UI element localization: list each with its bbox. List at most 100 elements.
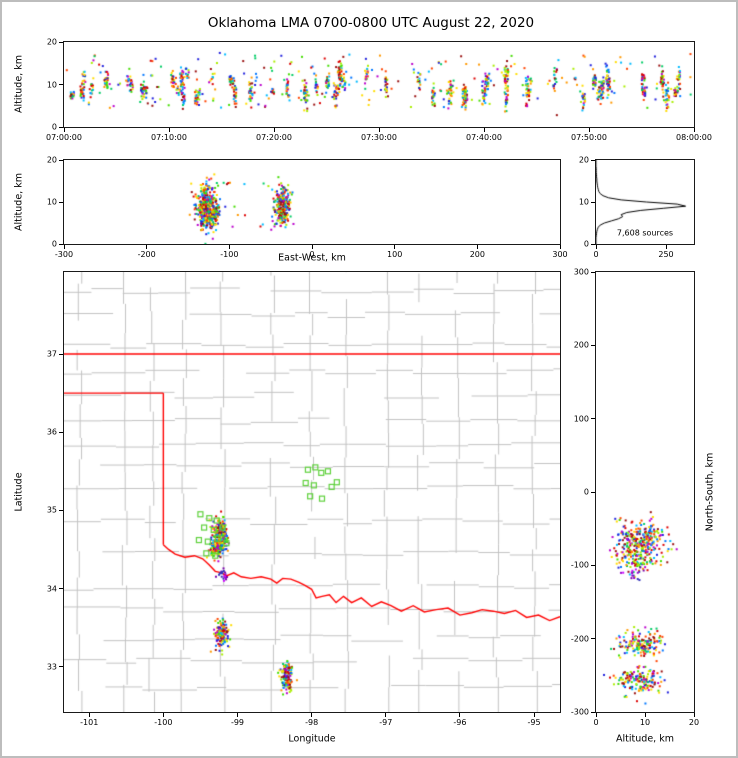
tick-mark [693, 128, 695, 132]
tick-mark [311, 245, 313, 249]
east-west-height-panel [63, 159, 561, 245]
north-south-height-panel [595, 271, 695, 713]
tick-label: 0 [51, 239, 57, 249]
tick-label: -100 [154, 718, 173, 727]
tick-mark [559, 245, 561, 249]
tick-label: 0 [51, 122, 57, 132]
tick-mark [59, 159, 63, 161]
tick-mark [59, 353, 63, 355]
tick-mark [476, 245, 478, 249]
tick-mark [595, 713, 597, 717]
tick-mark [378, 128, 380, 132]
tick-label: 0 [593, 718, 599, 727]
tick-label: 200 [469, 250, 485, 259]
tick-mark [59, 41, 63, 43]
tick-mark [59, 509, 63, 511]
tick-label: 07:50:00 [571, 133, 607, 142]
tick-mark [385, 713, 387, 717]
tick-label: -96 [453, 718, 467, 727]
source-count-label: 7,608 sources [616, 228, 674, 238]
tick-label: 07:00:00 [46, 133, 82, 142]
tick-label: 34 [46, 584, 57, 594]
tick-label: 07:10:00 [151, 133, 187, 142]
tick-label: 20 [688, 718, 700, 727]
tick-mark [591, 418, 595, 420]
tick-label: 0 [309, 250, 315, 259]
tick-label: 37 [46, 349, 57, 359]
tick-mark [591, 711, 595, 713]
east-west-height-xlabel: East-West, km [278, 252, 346, 264]
tick-mark [591, 243, 595, 245]
tick-label: -97 [379, 718, 393, 727]
tick-label: 36 [46, 427, 57, 437]
tick-label: 10 [46, 80, 57, 89]
east-west-height-ylabel: Altitude, km [13, 173, 25, 231]
tick-label: -100 [570, 560, 589, 570]
tick-mark [311, 713, 313, 717]
tick-mark [591, 271, 595, 273]
tick-mark [59, 243, 63, 245]
tick-mark [63, 245, 65, 249]
tick-label: 300 [552, 250, 568, 259]
tick-label: 0 [583, 487, 589, 497]
tick-mark [394, 245, 396, 249]
tick-label: 0 [583, 239, 589, 249]
tick-label: 33 [46, 662, 57, 672]
tick-mark [228, 245, 230, 249]
tick-label: -98 [305, 718, 319, 727]
tick-label: 20 [46, 155, 57, 165]
tick-mark [591, 638, 595, 640]
tick-mark [59, 126, 63, 128]
tick-mark [59, 588, 63, 590]
tick-mark [59, 84, 63, 85]
tick-label: 0 [593, 250, 599, 259]
tick-label: 20 [578, 155, 589, 165]
east-west-height-canvas [64, 160, 560, 244]
north-south-height-xlabel: Altitude, km [616, 733, 674, 745]
tick-label: 300 [573, 267, 589, 277]
tick-label: -300 [54, 250, 74, 259]
tick-label: -300 [570, 707, 589, 717]
tick-mark [693, 713, 695, 717]
tick-label: -100 [220, 250, 239, 259]
tick-label: -99 [230, 718, 245, 727]
tick-mark [59, 431, 63, 433]
tick-mark [146, 245, 148, 249]
tick-mark [236, 713, 238, 717]
tick-label: 100 [573, 414, 589, 424]
time-height-canvas [64, 42, 694, 127]
plan-view-map-panel [63, 271, 561, 713]
tick-mark [591, 564, 595, 566]
tick-mark [162, 713, 164, 717]
tick-mark [533, 713, 535, 717]
tick-label: 07:20:00 [256, 133, 292, 142]
tick-mark [591, 344, 595, 346]
plan-view-map-canvas [64, 272, 560, 712]
tick-mark [644, 713, 646, 717]
tick-mark [591, 159, 595, 161]
tick-mark [591, 491, 595, 493]
tick-label: 100 [387, 250, 403, 259]
tick-label: 07:30:00 [361, 133, 397, 142]
tick-label: -95 [527, 718, 541, 727]
tick-label: -200 [137, 250, 156, 259]
map-xlabel: Longitude [288, 733, 336, 745]
tick-mark [63, 128, 65, 132]
north-south-height-canvas [596, 272, 694, 712]
tick-label: 250 [658, 250, 674, 259]
tick-mark [273, 128, 275, 132]
tick-mark [168, 128, 170, 132]
altitude-histogram-panel [595, 159, 695, 245]
figure-title: Oklahoma LMA 0700-0800 UTC August 22, 20… [207, 15, 535, 31]
tick-mark [588, 128, 590, 132]
north-south-height-ylabel: North-South, km [704, 452, 716, 532]
tick-mark [483, 128, 485, 132]
altitude-histogram-canvas [596, 160, 694, 244]
tick-label: -200 [570, 634, 589, 644]
tick-label: -101 [80, 718, 99, 727]
tick-mark [595, 245, 597, 249]
tick-mark [88, 713, 90, 717]
tick-label: 200 [573, 340, 589, 350]
time-height-panel [63, 41, 695, 128]
